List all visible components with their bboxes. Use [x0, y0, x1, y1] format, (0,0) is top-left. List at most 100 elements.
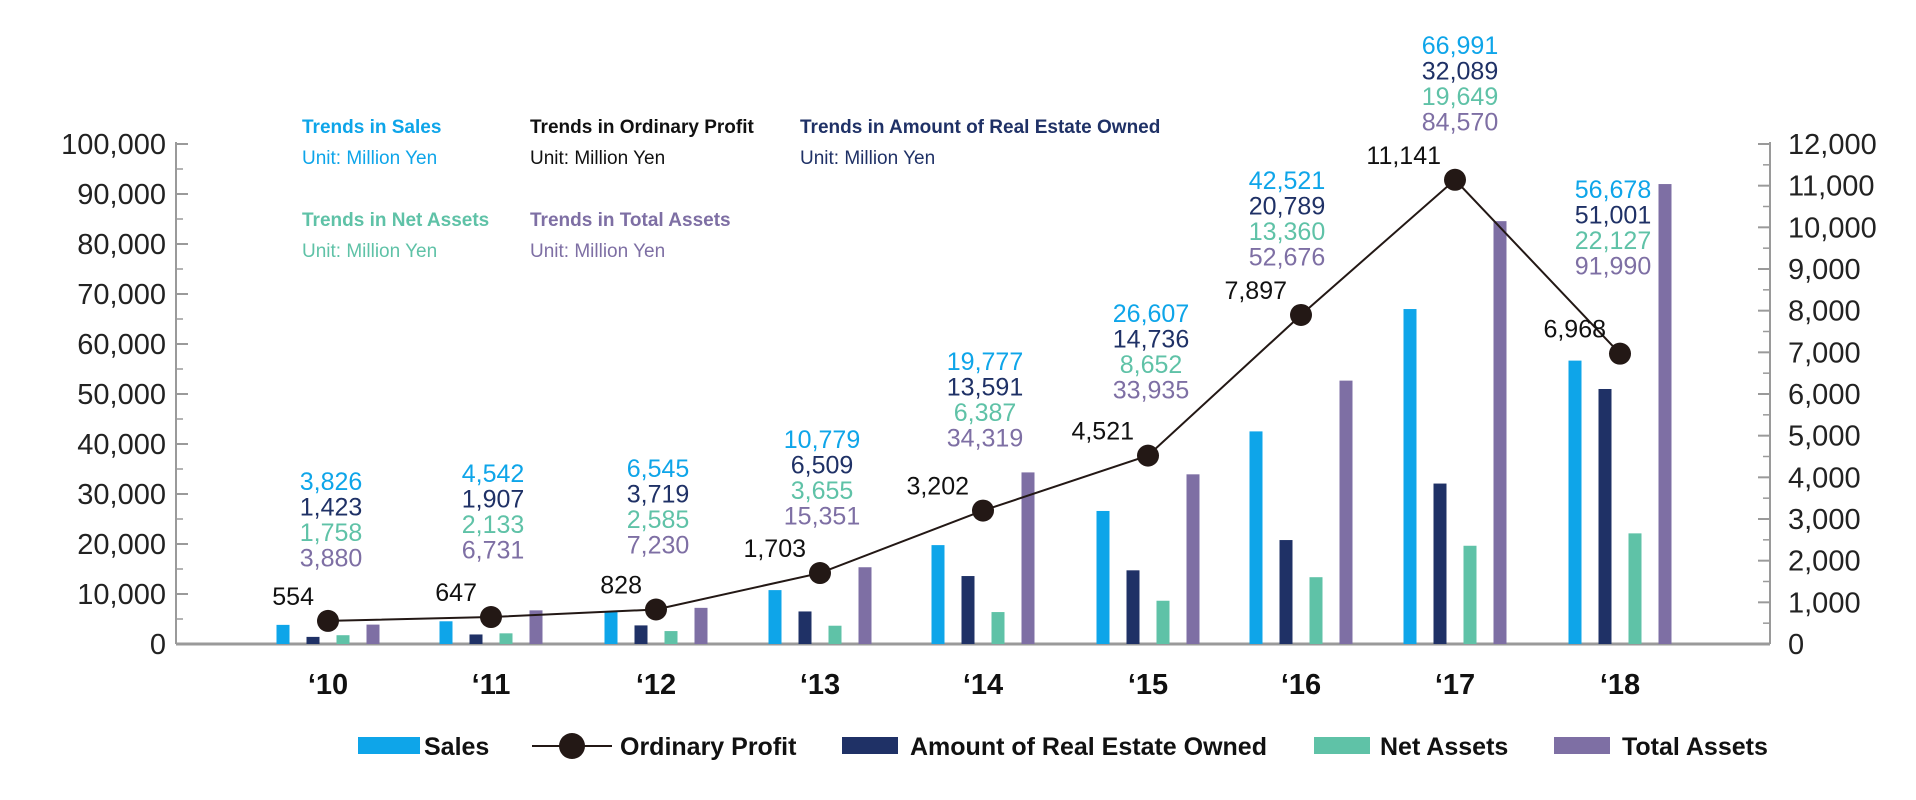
legend-swatch-real-estate — [842, 737, 898, 754]
x-category-label: ‘15 — [1128, 669, 1168, 701]
x-category-label: ‘17 — [1435, 669, 1475, 701]
net-assets-value-label: 1,758 — [300, 519, 363, 547]
x-category-label: ‘13 — [800, 669, 840, 701]
ordinary-profit-point — [645, 598, 667, 621]
net-assets-value-label: 6,387 — [954, 399, 1017, 427]
note-title-sales: Trends in Sales — [302, 117, 441, 138]
ordinary-profit-point — [809, 562, 831, 585]
real-estate-bar — [469, 634, 483, 644]
total-assets-value-label: 84,570 — [1422, 109, 1498, 137]
right-tick-label: 9,000 — [1788, 254, 1861, 286]
real-estate-value-label: 32,089 — [1422, 58, 1498, 86]
left-tick-label: 0 — [150, 629, 166, 661]
legend-swatch-net-assets — [1314, 737, 1370, 754]
total-assets-bar — [366, 624, 380, 644]
total-assets-value-label: 34,319 — [947, 425, 1023, 453]
ordinary-profit-label: 647 — [435, 579, 477, 607]
real-estate-value-label: 1,423 — [300, 494, 363, 522]
legend-label-net-assets: Net Assets — [1380, 733, 1508, 761]
ordinary-profit-point — [1290, 303, 1312, 326]
ordinary-profit-label: 11,141 — [1366, 142, 1441, 170]
sales-value-label: 56,678 — [1575, 176, 1651, 204]
right-tick-label: 12,000 — [1788, 129, 1877, 161]
legend-label-total-assets: Total Assets — [1622, 733, 1768, 761]
sales-bar — [931, 545, 945, 644]
right-tick-label: 6,000 — [1788, 379, 1861, 411]
total-assets-value-label: 33,935 — [1113, 377, 1189, 405]
note-unit-ordinary-profit: Unit: Million Yen — [530, 148, 665, 169]
total-assets-value-label: 6,731 — [462, 537, 525, 565]
net-assets-bar — [336, 635, 350, 644]
x-category-label: ‘18 — [1600, 669, 1640, 701]
sales-bar — [276, 624, 290, 644]
sales-bar — [604, 611, 618, 644]
legend-swatch-sales — [358, 737, 420, 754]
x-category-label: ‘16 — [1281, 669, 1321, 701]
left-tick-label: 30,000 — [77, 479, 166, 511]
ordinary-profit-label: 828 — [600, 572, 642, 600]
right-tick-label: 5,000 — [1788, 421, 1861, 453]
net-assets-bar — [664, 631, 678, 644]
sales-value-label: 66,991 — [1422, 32, 1498, 60]
real-estate-bar — [306, 636, 320, 644]
right-tick-label: 7,000 — [1788, 337, 1861, 369]
real-estate-bar — [1126, 570, 1140, 644]
total-assets-value-label: 3,880 — [300, 545, 363, 573]
legend-label-ordinary-profit: Ordinary Profit — [620, 733, 797, 761]
legend-label-sales: Sales — [424, 733, 489, 761]
sales-value-label: 26,607 — [1113, 300, 1189, 328]
note-unit-sales: Unit: Million Yen — [302, 148, 437, 169]
note-unit-real-estate: Unit: Million Yen — [800, 148, 935, 169]
right-tick-label: 4,000 — [1788, 462, 1861, 494]
net-assets-bar — [1463, 545, 1477, 644]
left-tick-label: 50,000 — [77, 379, 166, 411]
net-assets-value-label: 13,360 — [1249, 218, 1325, 246]
total-assets-value-label: 15,351 — [784, 503, 860, 531]
ordinary-profit-label: 554 — [272, 583, 314, 611]
ordinary-profit-label: 6,968 — [1543, 316, 1606, 344]
ordinary-profit-label: 4,521 — [1071, 418, 1134, 446]
left-tick-label: 10,000 — [77, 579, 166, 611]
right-tick-label: 2,000 — [1788, 546, 1861, 578]
total-assets-bar — [1493, 221, 1507, 644]
net-assets-value-label: 2,133 — [462, 511, 525, 539]
net-assets-bar — [991, 612, 1005, 644]
note-title-total-assets: Trends in Total Assets — [530, 210, 731, 231]
real-estate-value-label: 1,907 — [462, 486, 525, 514]
sales-value-label: 6,545 — [627, 455, 690, 483]
sales-value-label: 3,826 — [300, 468, 363, 496]
left-tick-label: 80,000 — [77, 229, 166, 261]
sales-value-label: 19,777 — [947, 348, 1023, 376]
note-title-ordinary-profit: Trends in Ordinary Profit — [530, 117, 754, 138]
sales-value-label: 42,521 — [1249, 167, 1325, 195]
sales-bar — [439, 621, 453, 644]
net-assets-value-label: 19,649 — [1422, 83, 1498, 111]
right-tick-label: 0 — [1788, 629, 1804, 661]
note-title-real-estate: Trends in Amount of Real Estate Owned — [800, 117, 1160, 138]
real-estate-value-label: 51,001 — [1575, 202, 1651, 230]
ordinary-profit-point — [480, 606, 502, 629]
total-assets-bar — [858, 567, 872, 644]
ordinary-profit-label: 7,897 — [1224, 277, 1287, 305]
x-category-label: ‘12 — [636, 669, 676, 701]
left-tick-label: 100,000 — [61, 129, 166, 161]
real-estate-bar — [798, 611, 812, 644]
total-assets-bar — [1658, 184, 1672, 645]
note-unit-net-assets: Unit: Million Yen — [302, 241, 437, 262]
legend-swatch-total-assets — [1554, 737, 1610, 754]
left-tick-label: 90,000 — [77, 179, 166, 211]
real-estate-bar — [1279, 540, 1293, 644]
real-estate-bar — [1433, 483, 1447, 644]
net-assets-value-label: 2,585 — [627, 506, 690, 534]
net-assets-value-label: 22,127 — [1575, 227, 1651, 255]
left-tick-label: 70,000 — [77, 279, 166, 311]
ordinary-profit-point — [1137, 444, 1159, 467]
total-assets-value-label: 91,990 — [1575, 253, 1651, 281]
note-title-net-assets: Trends in Net Assets — [302, 210, 489, 231]
real-estate-value-label: 3,719 — [627, 481, 690, 509]
net-assets-bar — [1628, 533, 1642, 644]
real-estate-bar — [634, 625, 648, 644]
sales-bar — [1568, 360, 1582, 644]
